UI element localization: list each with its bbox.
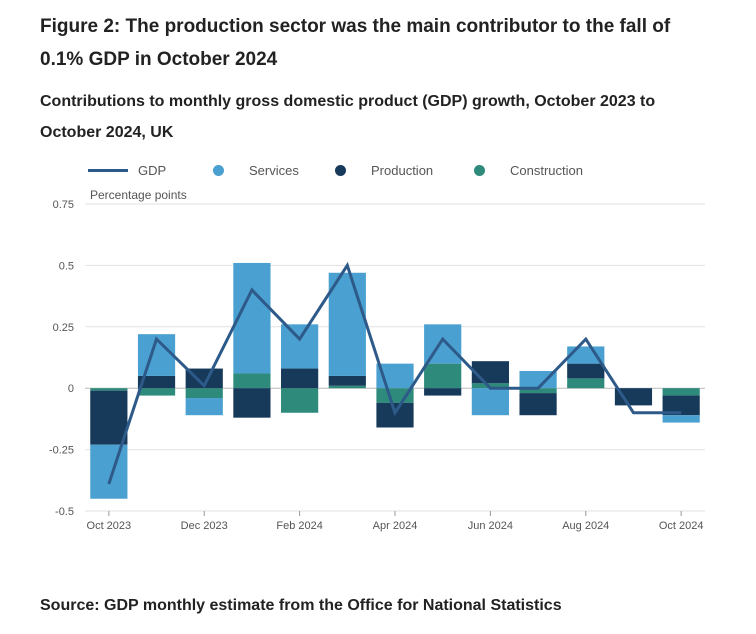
bar-production-0[interactable]	[90, 390, 128, 445]
bar-production-1[interactable]	[137, 375, 176, 389]
bar-services-0[interactable]	[90, 444, 128, 499]
y-axis-ticks: 0.75 0.5 0.25 0 -0.25 -0.5	[49, 199, 74, 518]
legend-item-production[interactable]: Production	[335, 160, 433, 180]
x-tick-label: Feb 2024	[276, 520, 322, 532]
source-note: Source: GDP monthly estimate from the Of…	[40, 597, 562, 614]
bar-services-3[interactable]	[233, 262, 271, 374]
bar-construction-5[interactable]	[328, 385, 366, 389]
y-tick-label: 0.75	[53, 199, 74, 211]
y-tick-label: 0.25	[53, 322, 74, 334]
bar-construction-8[interactable]	[471, 383, 509, 389]
bar-production-9[interactable]	[519, 393, 557, 416]
legend-label-gdp: GDP	[138, 162, 167, 178]
legend-label-services: Services	[249, 162, 299, 178]
legend-swatch-construction	[474, 164, 485, 176]
bar-construction-1[interactable]	[137, 388, 176, 396]
bar-production-8[interactable]	[471, 361, 509, 384]
bar-production-4[interactable]	[281, 368, 319, 389]
bar-construction-9[interactable]	[519, 388, 557, 394]
legend-swatch-gdp	[88, 168, 128, 172]
x-tick-label: Dec 2023	[181, 520, 228, 532]
bar-services-9[interactable]	[519, 371, 557, 389]
legend-item-services[interactable]: Services	[213, 160, 299, 180]
legend-item-gdp[interactable]: GDP	[88, 160, 166, 180]
bar-production-3[interactable]	[233, 388, 271, 418]
bar-production-7[interactable]	[424, 388, 462, 396]
x-axis-ticks: Oct 2023 Dec 2023 Feb 2024 Apr 2024 Jun 2024…	[87, 511, 704, 532]
y-tick-label: 0	[68, 383, 74, 395]
bar-services-5[interactable]	[328, 272, 366, 376]
bar-construction-0[interactable]	[90, 388, 128, 391]
legend-label-production: Production	[371, 162, 434, 178]
y-tick-label: -0.25	[49, 445, 74, 457]
chart-plot: 0.750.50.250-0.25-0.5 Percentage points …	[49, 188, 705, 532]
bar-construction-2[interactable]	[185, 388, 223, 399]
figure-title: Figure 2: The production sector was the …	[40, 16, 671, 70]
legend-label-construction: Construction	[510, 162, 583, 178]
bar-services-8[interactable]	[471, 388, 509, 416]
bar-construction-7[interactable]	[424, 363, 462, 389]
bar-production-5[interactable]	[328, 375, 366, 386]
bar-construction-12[interactable]	[662, 388, 700, 396]
x-tick-label: Oct 2024	[659, 520, 704, 532]
y-tick-label: -0.5	[55, 506, 74, 518]
gdp-line-layer	[107, 261, 682, 485]
gdp-line[interactable]	[107, 261, 682, 485]
x-tick-label: Aug 2024	[562, 520, 609, 532]
chart-subtitle: Contributions to monthly gross domestic …	[40, 93, 656, 141]
stacked-bars	[90, 262, 700, 499]
legend-item-construction[interactable]: Construction	[474, 160, 583, 180]
legend-swatch-production	[335, 164, 346, 176]
bar-construction-10[interactable]	[567, 378, 605, 389]
bar-construction-3[interactable]	[233, 373, 271, 389]
bar-services-4[interactable]	[281, 324, 319, 369]
x-tick-label: Apr 2024	[373, 520, 418, 532]
bar-services-2[interactable]	[185, 398, 223, 416]
bar-services-12[interactable]	[662, 415, 700, 423]
bar-production-10[interactable]	[567, 363, 605, 379]
x-tick-label: Jun 2024	[468, 520, 513, 532]
bar-production-2[interactable]	[185, 368, 223, 389]
gridlines	[85, 203, 705, 512]
legend-swatch-services	[213, 164, 224, 176]
bar-production-12[interactable]	[662, 395, 700, 416]
y-axis-title: Percentage points	[90, 188, 187, 202]
y-tick-label: 0.5	[59, 260, 74, 272]
x-tick-label: Oct 2023	[87, 520, 132, 532]
bar-construction-4[interactable]	[281, 388, 319, 413]
